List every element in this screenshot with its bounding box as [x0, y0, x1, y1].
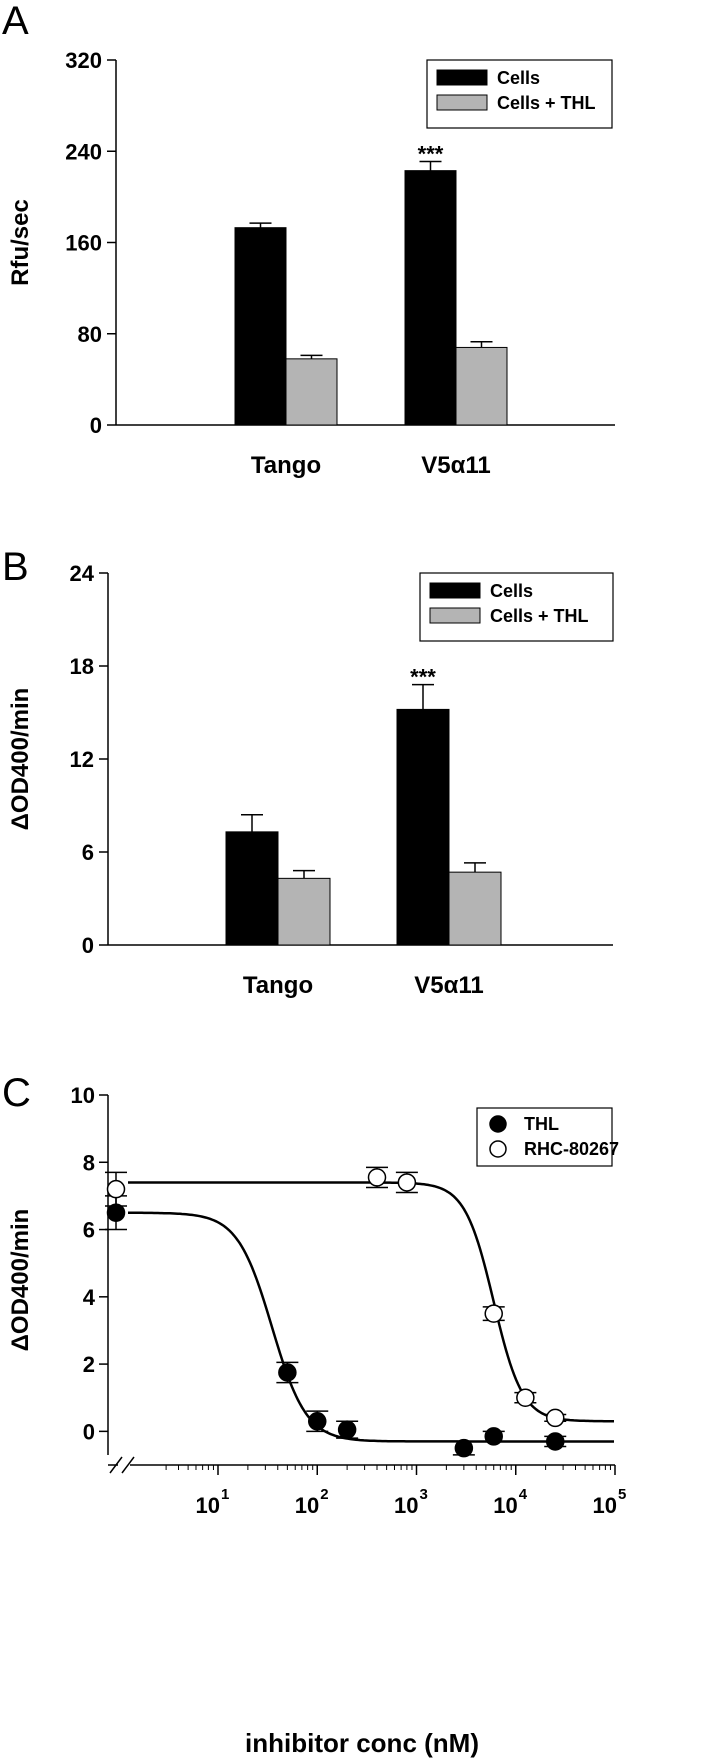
y-axis-label: ΔOD400/min — [7, 688, 34, 831]
bar-cells-thl-0 — [285, 358, 338, 426]
legend-label: Cells — [497, 68, 540, 88]
data-point-rhc-80267 — [545, 1408, 565, 1428]
y-tick-label: 160 — [65, 231, 102, 256]
x-tick-label-base: 10 — [196, 1493, 220, 1518]
y-tick-label: 24 — [70, 561, 95, 586]
legend-label: Cells — [490, 581, 533, 601]
bar-cells-0 — [225, 831, 279, 946]
panel-label: A — [2, 0, 29, 43]
y-tick-label: 6 — [83, 1218, 95, 1243]
data-point-thl — [454, 1438, 474, 1458]
y-tick-label: 4 — [83, 1285, 96, 1310]
data-point-rhc-80267-zero-dose — [106, 1179, 126, 1199]
x-category-label: V5α11 — [414, 972, 483, 999]
legend-swatch-cells-thl — [429, 607, 481, 624]
y-axis-label: Rfu/sec — [7, 199, 34, 286]
axis-break-mark — [109, 1456, 123, 1474]
y-tick-label: 12 — [70, 747, 94, 772]
y-tick-label: 240 — [65, 139, 102, 164]
x-tick-label-exponent: 3 — [420, 1486, 428, 1503]
y-tick-label: 18 — [70, 654, 94, 679]
x-axis-label: inhibitor conc (nM) — [245, 1728, 479, 1758]
y-tick-label: 0 — [90, 413, 102, 438]
bar-cells-1 — [396, 708, 450, 946]
data-point-thl — [278, 1363, 297, 1382]
y-tick-label: 0 — [83, 1419, 95, 1444]
x-category-label: Tango — [243, 972, 313, 999]
legend-label: THL — [524, 1114, 559, 1134]
legend-swatch-cells — [436, 69, 488, 86]
bar-cells-thl-0 — [277, 877, 331, 946]
data-point-thl-zero-dose — [106, 1203, 126, 1222]
legend-label: Cells + THL — [497, 93, 596, 113]
fit-curve-thl — [128, 1211, 614, 1443]
y-tick-label: 6 — [82, 840, 94, 865]
y-tick-label: 10 — [71, 1083, 95, 1108]
panel-label: C — [2, 1071, 31, 1115]
y-tick-label: 320 — [65, 48, 102, 73]
legend-label: RHC-80267 — [524, 1139, 619, 1159]
x-tick-label-exponent: 5 — [618, 1486, 626, 1503]
significance-annotation: *** — [410, 665, 436, 690]
data-point-thl — [545, 1432, 565, 1451]
y-tick-label: 8 — [83, 1150, 95, 1175]
bar-cells-thl-1 — [448, 871, 502, 946]
axis-break-mark — [121, 1456, 135, 1474]
y-tick-label: 2 — [83, 1352, 95, 1377]
data-point-thl — [308, 1412, 327, 1431]
data-point-rhc-80267 — [367, 1168, 387, 1187]
x-tick-label-exponent: 4 — [519, 1486, 528, 1503]
legend: Cells Cells + THL — [426, 59, 613, 129]
data-point-rhc-80267 — [484, 1304, 503, 1323]
x-tick-label-exponent: 2 — [320, 1486, 328, 1503]
legend-swatch-cells — [429, 582, 481, 599]
x-tick-label-base: 10 — [295, 1493, 319, 1518]
legend-marker-rhc-80267 — [489, 1140, 507, 1158]
data-point-thl — [484, 1427, 503, 1446]
bar-cells-1 — [404, 170, 457, 426]
bar-cells-thl-1 — [455, 346, 508, 426]
panel-label: B — [2, 545, 29, 589]
data-point-rhc-80267 — [397, 1173, 417, 1192]
x-tick-label-base: 10 — [394, 1493, 418, 1518]
x-category-label: V5α11 — [421, 452, 490, 479]
legend: THL RHC-80267 — [476, 1107, 619, 1167]
x-tick-label-base: 10 — [493, 1493, 517, 1518]
significance-annotation: *** — [418, 142, 444, 167]
bar-cells-0 — [234, 227, 287, 426]
legend-marker-thl — [489, 1115, 507, 1133]
fit-curve-rhc-80267 — [128, 1181, 614, 1423]
x-category-label: Tango — [251, 452, 321, 479]
data-point-thl — [337, 1420, 357, 1439]
y-axis-label: ΔOD400/min — [7, 1209, 34, 1352]
data-point-rhc-80267 — [516, 1388, 535, 1407]
legend-swatch-cells-thl — [436, 94, 488, 111]
y-tick-label: 80 — [78, 322, 102, 347]
x-tick-label-exponent: 1 — [221, 1486, 229, 1503]
legend-label: Cells + THL — [490, 606, 589, 626]
legend: Cells Cells + THL — [419, 572, 614, 642]
y-tick-label: 0 — [82, 933, 94, 958]
x-tick-label-base: 10 — [593, 1493, 617, 1518]
